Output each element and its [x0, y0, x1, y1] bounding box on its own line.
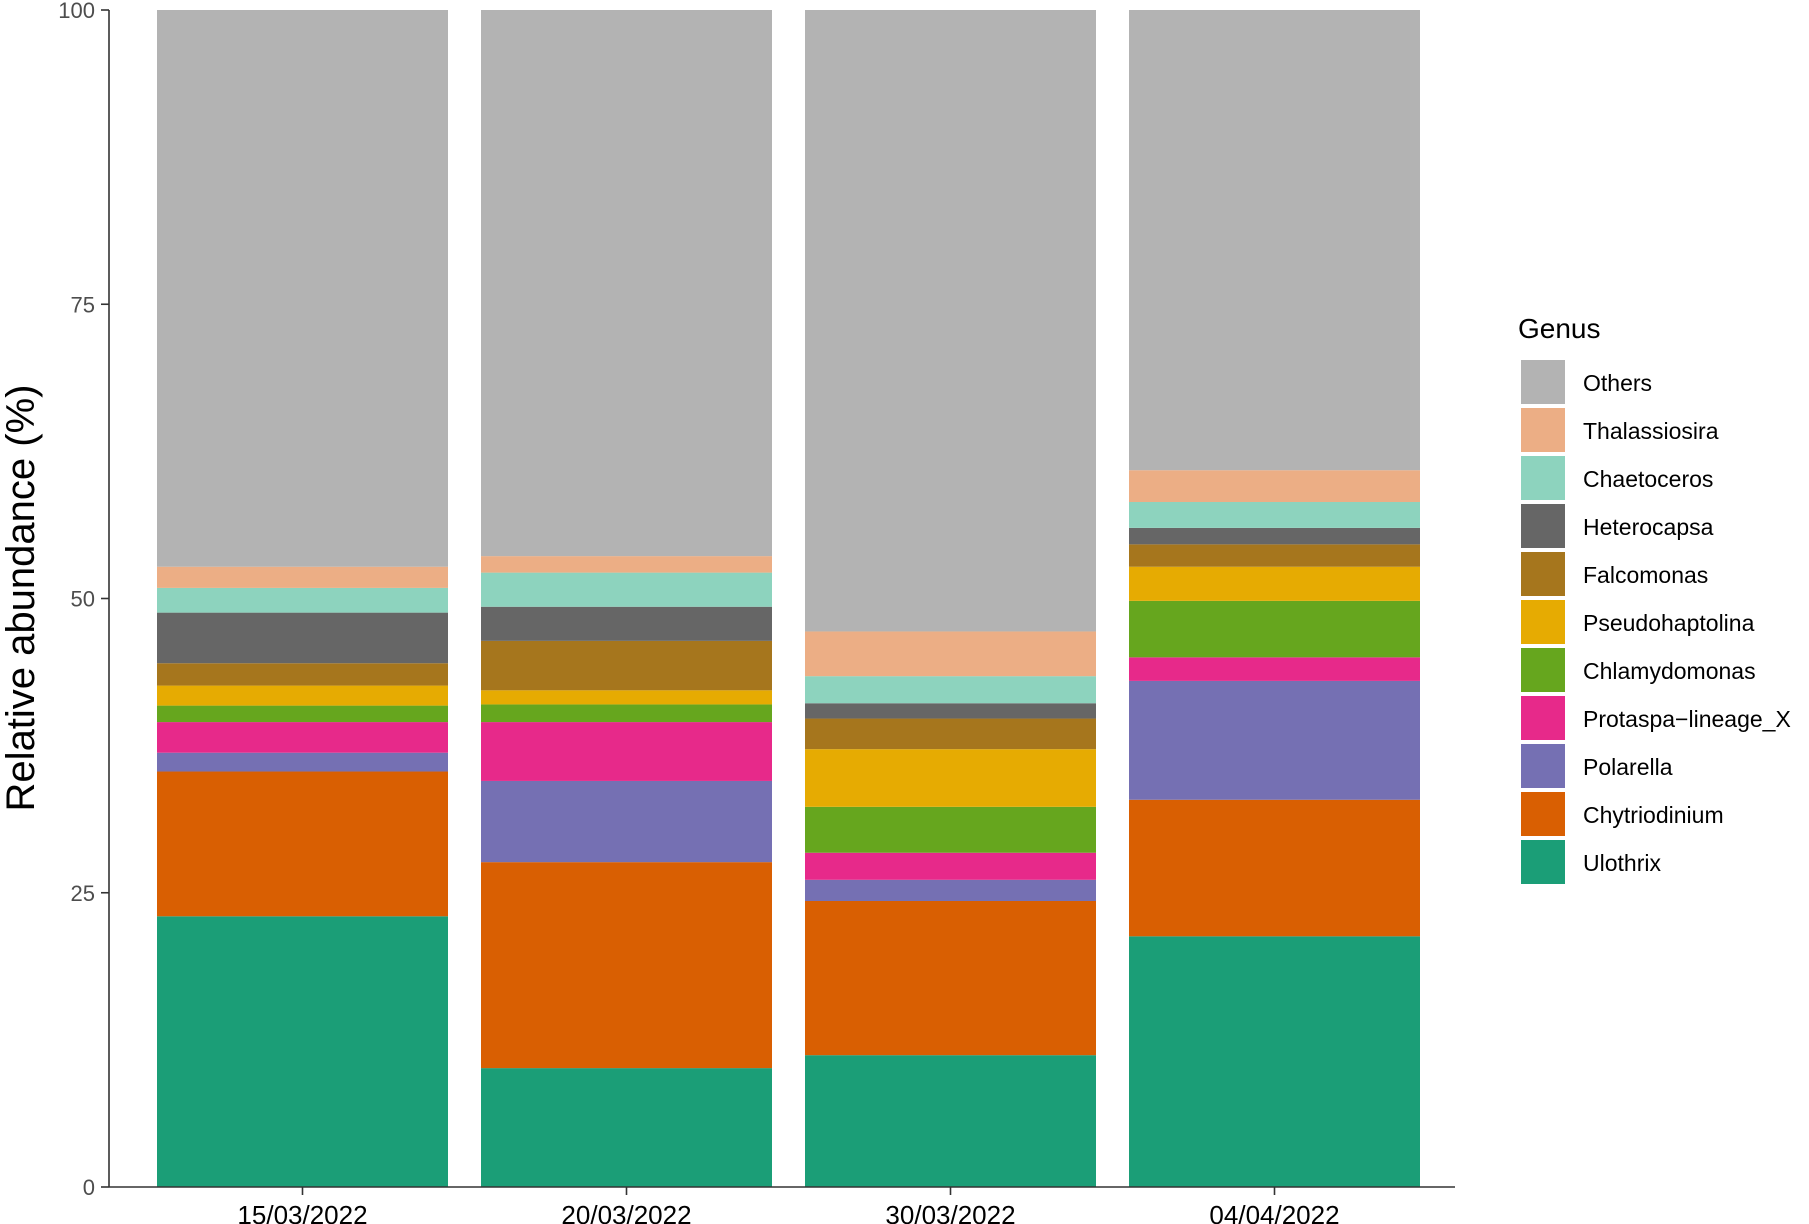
legend-swatch-falcomonas — [1521, 552, 1565, 596]
bar-segment-chlamydomonas-2 — [481, 704, 772, 723]
bar-segment-polarella-2 — [481, 780, 772, 863]
bar-segment-thalassiosira-3 — [805, 631, 1096, 677]
bar-segment-chlamydomonas-3 — [805, 806, 1096, 853]
legend-label-others: Others — [1583, 370, 1652, 396]
bar-segment-heterocapsa-4 — [1129, 527, 1420, 545]
x-tick-label: 04/04/2022 — [1209, 1200, 1339, 1224]
legend-label-protaspa-lineage-x: Protaspa−lineage_X — [1583, 706, 1791, 732]
legend-swatch-chlamydomonas — [1521, 648, 1565, 692]
legend-title: Genus — [1518, 313, 1601, 344]
legend-swatch-thalassiosira — [1521, 408, 1565, 452]
bar-segment-thalassiosira-1 — [157, 566, 448, 588]
bar-segment-chytriodinium-1 — [157, 771, 448, 917]
legend-label-chytriodinium: Chytriodinium — [1583, 802, 1724, 828]
legend-swatch-heterocapsa — [1521, 504, 1565, 548]
bar-segment-pseudohaptolina-3 — [805, 749, 1096, 807]
bar-segment-falcomonas-4 — [1129, 544, 1420, 567]
bars-layer — [157, 10, 1420, 1187]
bar-segment-others-2 — [481, 10, 772, 557]
bar-segment-pseudohaptolina-2 — [481, 690, 772, 705]
y-tick-label: 0 — [83, 1175, 95, 1200]
bar-segment-protaspa-lineage-x-2 — [481, 722, 772, 781]
bar-segment-chaetoceros-2 — [481, 572, 772, 607]
bar-segment-falcomonas-3 — [805, 718, 1096, 750]
legend-label-chaetoceros: Chaetoceros — [1583, 466, 1713, 492]
legend-swatch-polarella — [1521, 744, 1565, 788]
y-axis-title: Relative abundance (%) — [0, 385, 43, 812]
legend: Genus Others Thalassiosira Chaetoceros Hete… — [1518, 313, 1791, 884]
bar-segment-chaetoceros-1 — [157, 587, 448, 613]
bar-segment-others-3 — [805, 10, 1096, 632]
legend-label-pseudohaptolina: Pseudohaptolina — [1583, 610, 1755, 636]
bar-segment-others-1 — [157, 10, 448, 567]
bar-segment-chytriodinium-4 — [1129, 799, 1420, 937]
x-tick-label: 30/03/2022 — [885, 1200, 1015, 1224]
bar-segment-chlamydomonas-4 — [1129, 600, 1420, 658]
bar-segment-protaspa-lineage-x-4 — [1129, 657, 1420, 681]
legend-swatch-others — [1521, 360, 1565, 404]
bar-segment-pseudohaptolina-4 — [1129, 566, 1420, 601]
bar-segment-chaetoceros-3 — [805, 676, 1096, 704]
bar-segment-heterocapsa-1 — [157, 612, 448, 664]
y-tick-label: 75 — [71, 292, 95, 317]
legend-label-ulothrix: Ulothrix — [1583, 850, 1661, 876]
axes-layer: 15/03/2022 20/03/2022 30/03/2022 04/04/2022… — [58, 0, 1455, 1224]
bar-segment-thalassiosira-2 — [481, 556, 772, 573]
bar-segment-ulothrix-3 — [805, 1055, 1096, 1187]
bar-segment-falcomonas-1 — [157, 663, 448, 686]
bar-segment-falcomonas-2 — [481, 640, 772, 691]
legend-label-polarella: Polarella — [1583, 754, 1673, 780]
bar-segment-heterocapsa-3 — [805, 703, 1096, 719]
bar-segment-chlamydomonas-1 — [157, 705, 448, 723]
legend-label-thalassiosira: Thalassiosira — [1583, 418, 1719, 444]
bar-segment-others-4 — [1129, 10, 1420, 471]
legend-swatch-chytriodinium — [1521, 792, 1565, 836]
y-tick-label: 50 — [71, 587, 95, 612]
bar-segment-chytriodinium-2 — [481, 862, 772, 1069]
bar-segment-chaetoceros-4 — [1129, 501, 1420, 528]
legend-label-chlamydomonas: Chlamydomonas — [1583, 658, 1756, 684]
bar-segment-protaspa-lineage-x-1 — [157, 722, 448, 753]
x-tick-label: 20/03/2022 — [561, 1200, 691, 1224]
bar-segment-pseudohaptolina-1 — [157, 685, 448, 706]
bar-segment-chytriodinium-3 — [805, 900, 1096, 1056]
bar-segment-ulothrix-2 — [481, 1068, 772, 1187]
bar-segment-polarella-4 — [1129, 680, 1420, 800]
y-tick-label: 25 — [71, 881, 95, 906]
bar-segment-polarella-3 — [805, 879, 1096, 901]
y-tick-label: 100 — [58, 0, 95, 23]
bar-segment-ulothrix-1 — [157, 916, 448, 1187]
legend-swatch-protaspa-lineage-x — [1521, 696, 1565, 740]
bar-segment-protaspa-lineage-x-3 — [805, 852, 1096, 880]
x-tick-label: 15/03/2022 — [237, 1200, 367, 1224]
bar-segment-thalassiosira-4 — [1129, 470, 1420, 502]
bar-segment-ulothrix-4 — [1129, 936, 1420, 1187]
legend-label-falcomonas: Falcomonas — [1583, 562, 1708, 588]
legend-label-heterocapsa: Heterocapsa — [1583, 514, 1714, 540]
legend-swatch-pseudohaptolina — [1521, 600, 1565, 644]
legend-swatch-ulothrix — [1521, 840, 1565, 884]
bar-segment-heterocapsa-2 — [481, 606, 772, 641]
bar-segment-polarella-1 — [157, 752, 448, 772]
legend-swatch-chaetoceros — [1521, 456, 1565, 500]
